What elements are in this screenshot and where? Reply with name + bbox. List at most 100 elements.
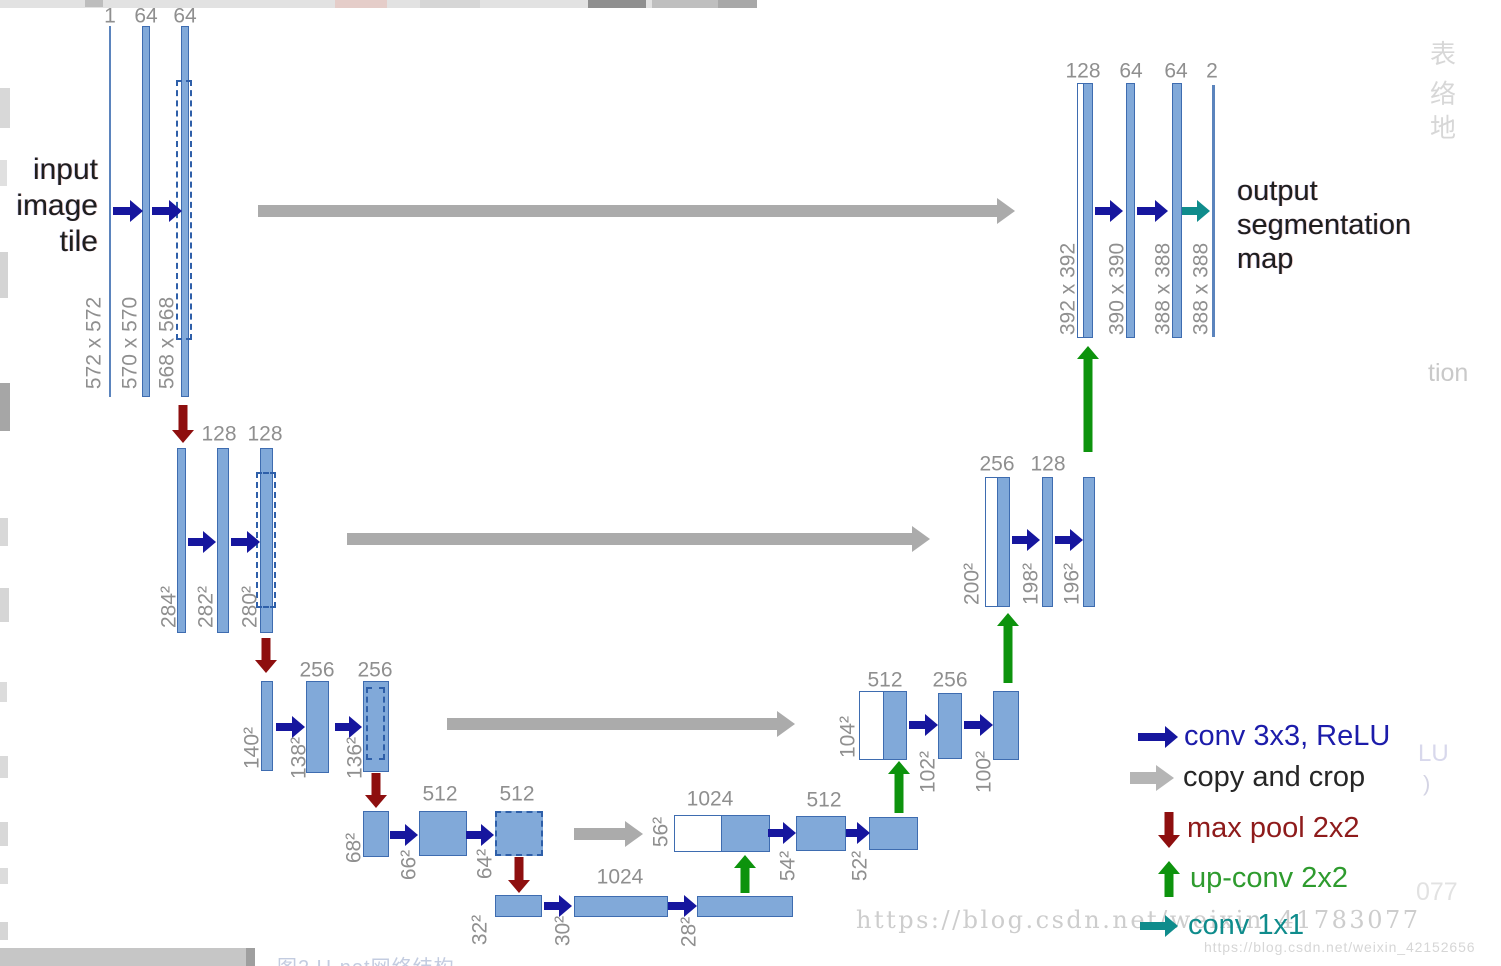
concat-copied-map [674, 815, 722, 852]
up-conv-arrow-icon [734, 855, 756, 893]
channel-label: 128 [201, 422, 237, 446]
top-edge-artifact [85, 0, 103, 7]
feature-map [1126, 83, 1135, 338]
concat-upconv-map [1083, 83, 1093, 338]
conv-arrow-icon [390, 824, 418, 846]
channel-label: 256 [979, 452, 1015, 476]
conv-arrow-icon [846, 822, 870, 844]
left-edge-artifact [0, 588, 9, 622]
input-label-line: input [32, 153, 98, 186]
max-pool-arrow-icon [508, 857, 529, 893]
left-edge-artifact [0, 822, 8, 846]
feature-map-input [109, 26, 111, 397]
channel-label: 64 [1119, 59, 1143, 83]
conv1x1-arrow-icon [1182, 200, 1210, 222]
feature-map [419, 811, 467, 856]
bottom-scrollbar-artifact [246, 948, 255, 966]
concat-upconv-map [883, 691, 907, 760]
top-edge-artifact [588, 0, 646, 8]
left-edge-artifact [0, 518, 8, 546]
feature-map-output [1212, 85, 1215, 337]
concat-upconv-map [997, 477, 1010, 607]
top-edge-artifact [718, 0, 757, 8]
conv-arrow-icon [276, 716, 305, 738]
legend-max-pool-label: max pool 2x2 [1187, 812, 1360, 844]
channel-label: 1024 [686, 787, 734, 811]
watermark-ghost-paren: ) [1423, 771, 1431, 796]
conv-arrow-icon [909, 714, 938, 736]
channel-label: 128 [1065, 59, 1101, 83]
up-conv-arrow-icon [1077, 346, 1099, 452]
crop-region-outline [366, 687, 385, 760]
dim-label: 390 x 390 [1105, 242, 1129, 336]
bottom-scrollbar-artifact [0, 948, 253, 966]
feature-map [993, 691, 1019, 760]
conv-arrow-icon [1012, 529, 1040, 551]
max-pool-arrow-icon [172, 405, 194, 443]
max-pool-arrow-icon [255, 638, 277, 673]
dim-label: 56² [649, 816, 673, 848]
conv-arrow-icon [1137, 200, 1168, 222]
output-label-line: segmentation [1237, 209, 1412, 241]
dim-label: 136² [343, 736, 367, 780]
left-edge-artifact [0, 682, 7, 702]
dim-label: 572 x 572 [82, 296, 106, 390]
watermark-url-main: https://blog.csdn.net/weixin_41783077 [856, 906, 1421, 934]
legend-conv1x1-label: conv 1x1 [1188, 909, 1305, 941]
legend-conv-arrow-icon [1138, 725, 1178, 749]
channel-label: 512 [806, 788, 842, 812]
copy-crop-arrow-icon [447, 711, 795, 737]
channel-label: 512 [422, 782, 458, 806]
dim-label: 392 x 392 [1056, 242, 1080, 336]
channel-label: 1024 [596, 865, 644, 889]
dim-label: 104² [836, 715, 860, 759]
conv-arrow-icon [152, 199, 182, 223]
feature-map [306, 681, 329, 773]
input-label-line: tile [59, 225, 98, 258]
up-conv-arrow-icon [888, 761, 909, 813]
conv-arrow-icon [668, 896, 697, 916]
output-label-line: map [1237, 243, 1294, 275]
dim-label: 388 x 388 [1189, 242, 1213, 336]
feature-map [363, 811, 389, 857]
legend-conv3x3-label: conv 3x3, ReLU [1184, 720, 1391, 752]
watermark-cjk-right: 络 [1430, 79, 1457, 109]
feature-map-crop-region [495, 811, 543, 856]
top-edge-artifact [335, 0, 387, 8]
left-edge-artifact [0, 868, 8, 884]
conv-arrow-icon [231, 531, 260, 553]
channel-label: 256 [357, 658, 393, 682]
watermark-cjk-right: 地 [1430, 113, 1457, 143]
legend-max-pool-arrow-icon [1158, 812, 1179, 848]
channel-label: 128 [247, 422, 283, 446]
channel-label: 2 [1206, 59, 1218, 83]
dim-label: 54² [776, 850, 800, 882]
dim-label: 66² [397, 849, 421, 881]
legend-conv1x1-arrow-icon [1140, 914, 1178, 938]
dim-label: 64² [473, 848, 497, 880]
dim-label: 200² [960, 562, 984, 606]
watermark-url-small: https://blog.csdn.net/weixin_42152656 [1204, 939, 1476, 955]
dim-label: 138² [287, 736, 311, 780]
legend-up-conv-label: up-conv 2x2 [1190, 862, 1348, 894]
conv-arrow-icon [188, 531, 216, 553]
channel-label: 64 [1164, 59, 1188, 83]
channel-label: 1 [104, 4, 116, 28]
feature-map [574, 896, 668, 917]
feature-map [495, 895, 542, 917]
dim-label: 282² [194, 585, 218, 629]
output-segmentation-map-label: output segmentation map [1237, 174, 1411, 276]
copy-crop-arrow-icon [347, 526, 930, 552]
dim-label: 32² [468, 914, 492, 946]
feature-map [261, 681, 273, 771]
dim-label: 570 x 570 [118, 296, 142, 390]
dim-label: 68² [342, 832, 366, 864]
channel-label: 64 [134, 4, 158, 28]
feature-map [177, 448, 186, 633]
channel-label: 256 [932, 668, 968, 692]
dim-label: 280² [238, 585, 262, 629]
conv-arrow-icon [466, 824, 494, 846]
left-edge-artifact [0, 383, 10, 431]
figure-caption: 图2 U-net网络结构 [277, 951, 455, 966]
